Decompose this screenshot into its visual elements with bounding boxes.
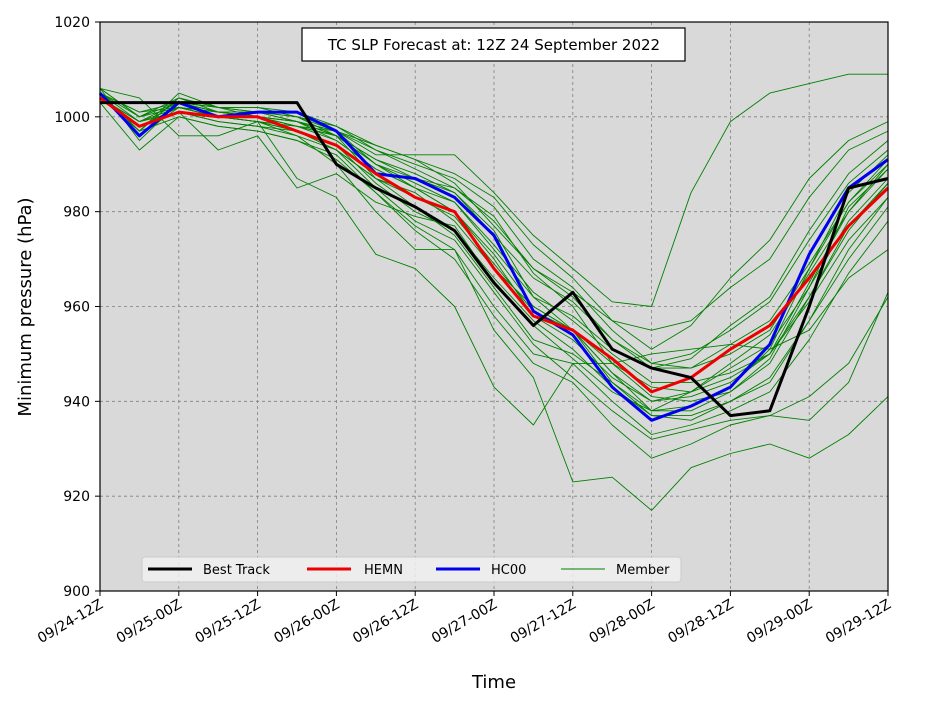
y-tick-label: 940 xyxy=(63,394,90,410)
main-series-group xyxy=(98,92,890,422)
member-series-line-20 xyxy=(99,97,889,402)
series-line-best-track xyxy=(100,101,889,418)
x-tick-label: 09/28-00Z xyxy=(587,597,658,647)
x-tick-label: 09/28-12Z xyxy=(665,597,736,647)
member-series-line-18 xyxy=(99,92,889,421)
x-tick-label: 09/26-00Z xyxy=(271,597,342,647)
member-series-line-22 xyxy=(99,97,889,459)
legend-label-best-track: Best Track xyxy=(203,563,270,578)
y-axis-title: Minimum pressure (hPa) xyxy=(15,197,36,416)
y-tick-label: 960 xyxy=(63,300,90,316)
member-series-group xyxy=(99,73,889,511)
y-tick-label: 1000 xyxy=(54,110,90,126)
x-tick-label: 09/25-00Z xyxy=(114,597,185,647)
member-series-line-19 xyxy=(99,88,889,369)
y-tick-label: 980 xyxy=(63,205,90,221)
series-line-hc00 xyxy=(98,92,889,422)
legend: Best Track HEMN HC00 Member xyxy=(141,556,682,583)
member-series-line-16 xyxy=(99,92,889,331)
series-line-hemn xyxy=(99,96,890,394)
x-tick-label: 09/25-12Z xyxy=(193,597,264,647)
legend-label-hemn: HEMN xyxy=(364,563,403,578)
x-tick-label: 09/29-00Z xyxy=(744,597,815,647)
y-tick-label: 900 xyxy=(63,584,90,600)
x-axis: 09/24-12Z 09/25-00Z 09/25-12Z 09/26-00Z 09/2… xyxy=(35,591,894,647)
x-axis-title: Time xyxy=(471,672,516,693)
y-axis: 900 920 940 960 980 1000 1020 xyxy=(54,15,100,600)
x-tick-label: 09/29-12Z xyxy=(823,597,894,647)
member-series-line-13 xyxy=(99,88,889,350)
legend-frame xyxy=(141,556,682,583)
x-tick-label: 09/24-12Z xyxy=(35,597,106,647)
x-tick-label: 09/27-12Z xyxy=(508,597,579,647)
member-series-line-1 xyxy=(99,87,889,426)
y-tick-label: 920 xyxy=(63,489,90,505)
x-tick-label: 09/27-00Z xyxy=(429,597,500,647)
y-tick-label: 1020 xyxy=(54,15,90,31)
legend-label-hc00: HC00 xyxy=(491,563,526,578)
chart-title-box: TC SLP Forecast at: 12Z 24 September 202… xyxy=(301,27,686,62)
chart-title: TC SLP Forecast at: 12Z 24 September 202… xyxy=(327,36,660,54)
x-tick-label: 09/26-12Z xyxy=(350,597,421,647)
legend-label-member: Member xyxy=(616,563,670,578)
